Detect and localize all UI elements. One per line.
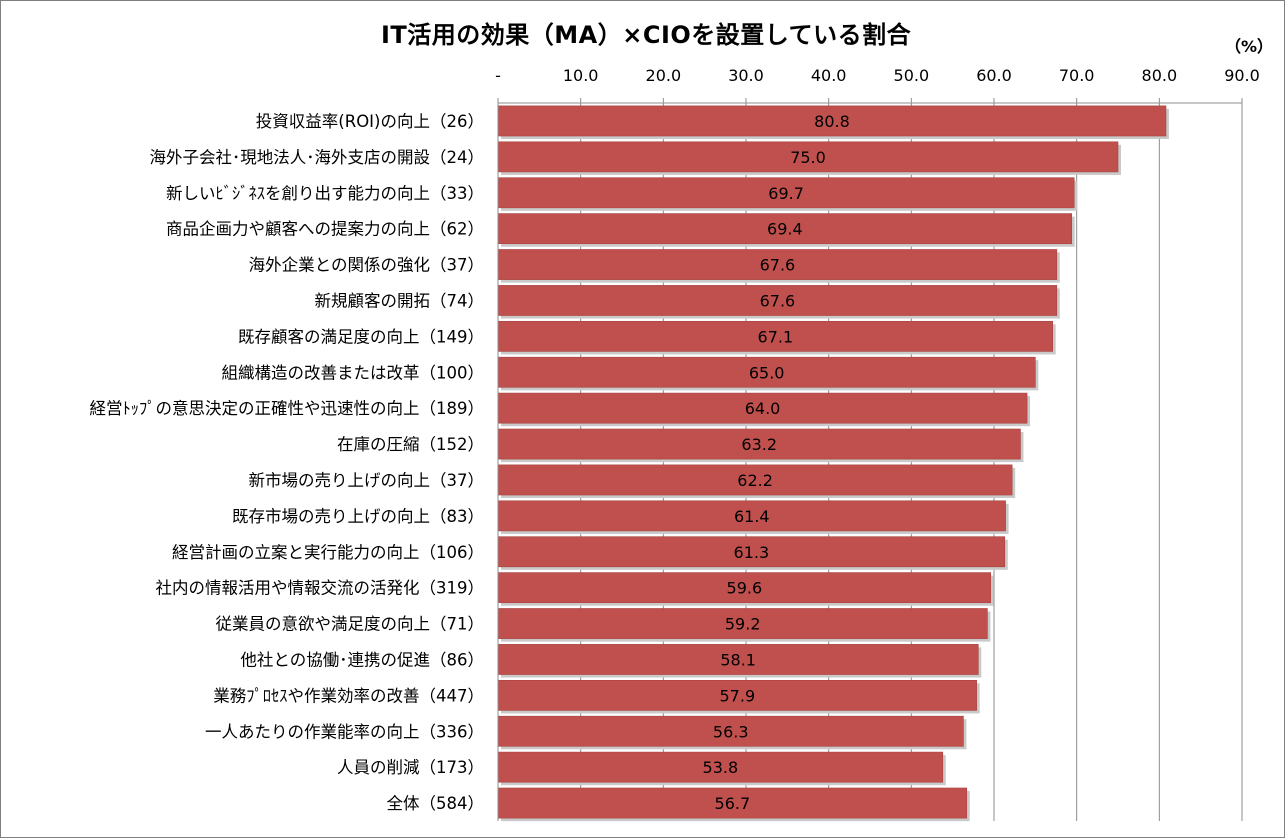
category-label: 組織構造の改善または改革（100） — [222, 363, 485, 382]
category-label: 海外企業との関係の強化（37） — [249, 256, 484, 275]
category-label: 既存顧客の満足度の向上（149） — [238, 327, 484, 346]
category-label: 新市場の売り上げの向上（37） — [249, 471, 485, 490]
category-label: 全体（584） — [387, 794, 485, 813]
data-label: 61.4 — [734, 507, 770, 526]
bar — [497, 249, 1058, 280]
data-label: 69.4 — [767, 220, 803, 239]
data-label: 69.7 — [768, 184, 804, 203]
category-label: 新規顧客の開拓（74） — [315, 291, 485, 310]
category-label: 新しいﾋﾞｼﾞﾈｽを創り出す能力の向上（33） — [166, 184, 484, 203]
data-label: 67.6 — [760, 291, 796, 310]
data-label: 58.1 — [720, 650, 756, 669]
bar — [497, 213, 1073, 245]
bar — [497, 177, 1075, 209]
category-label: 他社との協働･連携の促進（86） — [240, 650, 484, 669]
bar — [497, 751, 944, 783]
bar — [497, 428, 1021, 460]
data-label: 63.2 — [741, 435, 777, 454]
bar — [497, 679, 977, 711]
bar — [497, 644, 979, 675]
category-label: 一人あたりの作業能率の向上（336） — [205, 722, 484, 741]
category-label: 経営計画の立案と実行能力の向上（106） — [172, 543, 484, 562]
bar — [497, 608, 988, 639]
unit-label: （%） — [1225, 37, 1274, 56]
data-label: 59.2 — [725, 615, 761, 634]
x-tick-label: 90.0 — [1224, 66, 1260, 85]
category-label: 商品企画力や顧客への提案力の向上（62） — [166, 220, 484, 239]
data-label: 61.3 — [734, 543, 770, 562]
data-label: 75.0 — [790, 148, 826, 167]
category-label: 社内の情報活用や情報交流の活発化（319） — [156, 579, 485, 598]
bar — [497, 500, 1006, 532]
bar — [497, 536, 1006, 568]
bar — [497, 787, 968, 819]
category-label: 既存市場の売り上げの向上（83） — [232, 507, 484, 526]
data-label: 59.6 — [727, 579, 763, 598]
bar — [497, 320, 1053, 352]
bar — [497, 392, 1028, 424]
x-tick-label: 10.0 — [563, 66, 599, 85]
bar — [497, 105, 1167, 137]
x-tick-label: - — [495, 66, 501, 85]
category-label: 従業員の意欲や満足度の向上（71） — [216, 615, 485, 634]
chart-title: IT活用の効果（MA）×CIOを設置している割合 — [381, 21, 912, 49]
bar — [497, 356, 1036, 388]
data-label: 56.7 — [715, 794, 751, 813]
x-tick-label: 40.0 — [811, 66, 847, 85]
x-tick-label: 60.0 — [976, 66, 1012, 85]
data-label: 80.8 — [814, 112, 850, 131]
category-label: 海外子会社･現地法人･海外支店の開設（24） — [150, 148, 485, 167]
x-tick-label: 30.0 — [728, 66, 764, 85]
bar — [497, 572, 991, 604]
category-label: 投資収益率(ROI)の向上（26） — [256, 112, 484, 131]
category-label: 人員の削減（173） — [337, 758, 484, 777]
x-tick-label: 80.0 — [1142, 66, 1178, 85]
x-tick-label: 70.0 — [1059, 66, 1095, 85]
x-tick-label: 20.0 — [646, 66, 682, 85]
bar — [497, 285, 1058, 316]
data-label: 67.1 — [758, 327, 794, 346]
category-label: 経営ﾄｯﾌﾟの意思決定の正確性や迅速性の向上（189） — [90, 399, 485, 418]
data-label: 64.0 — [745, 399, 781, 418]
bar — [497, 464, 1013, 496]
data-label: 56.3 — [713, 722, 749, 741]
bar — [497, 141, 1119, 173]
category-label: 在庫の圧縮（152） — [337, 435, 484, 454]
data-label: 53.8 — [703, 758, 739, 777]
data-label: 62.2 — [737, 471, 773, 490]
data-label: 67.6 — [760, 256, 796, 275]
x-tick-label: 50.0 — [894, 66, 930, 85]
data-label: 57.9 — [720, 686, 756, 705]
category-label: 業務ﾌﾟﾛｾｽや作業効率の改善（447） — [213, 686, 484, 705]
data-label: 65.0 — [749, 363, 785, 382]
